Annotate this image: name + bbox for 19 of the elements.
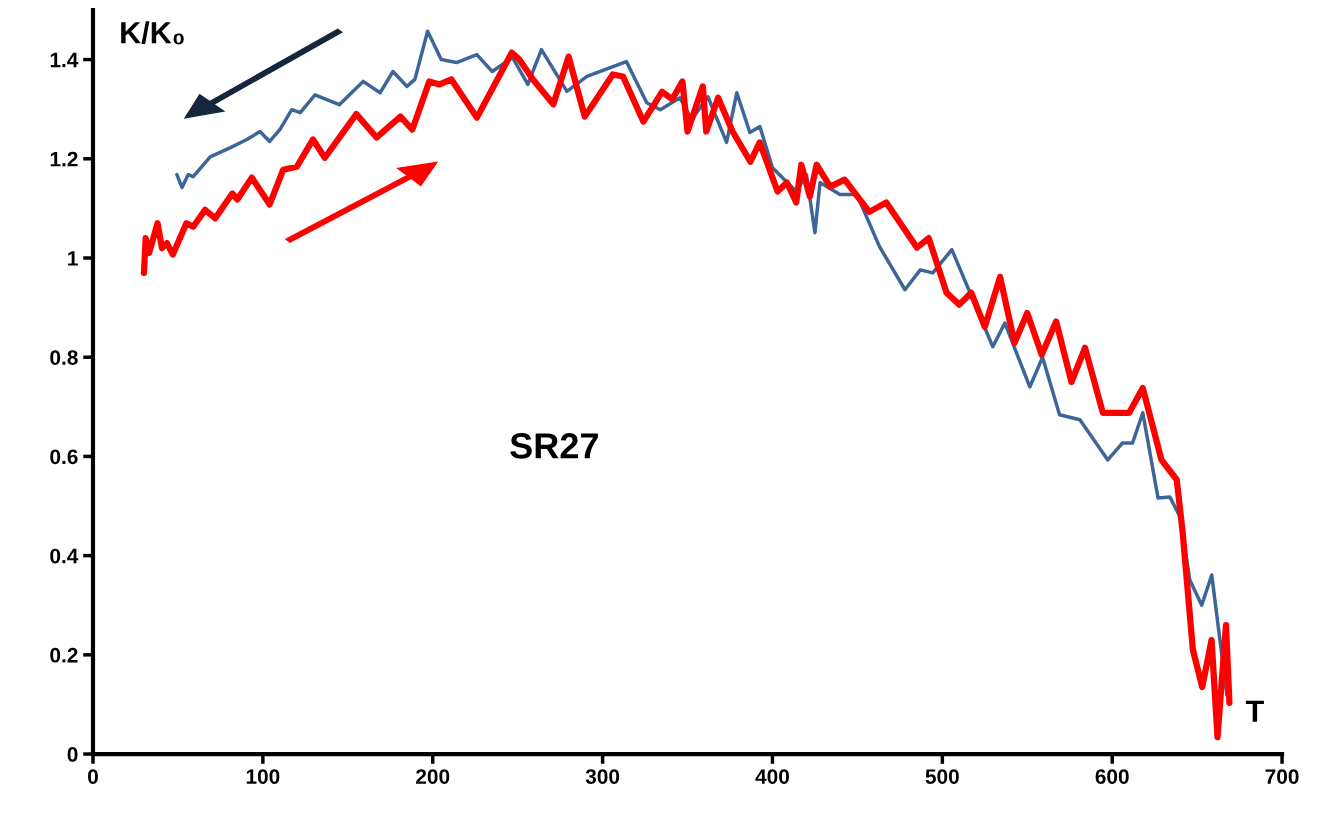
y-tick-label: 0.4 — [50, 548, 79, 564]
y-tick-label: 1 — [68, 251, 78, 266]
x-tick-label: 200 — [416, 769, 450, 784]
y-tick-label: 0.8 — [50, 350, 78, 365]
x-tick-label: 600 — [1095, 769, 1129, 784]
y-tick-label: 1.2 — [50, 151, 78, 167]
x-tick-label: 300 — [585, 769, 620, 784]
y-tick-label: 0 — [67, 747, 78, 762]
y-axis-title: K/K₀ — [121, 21, 184, 45]
y-tick-label: 1.4 — [50, 52, 79, 68]
x-tick-label: 0 — [88, 769, 98, 784]
x-tick-label: 500 — [925, 769, 959, 784]
x-tick-label: 100 — [246, 769, 280, 784]
x-axis-title: T — [1245, 700, 1264, 722]
y-tick-label: 0.2 — [50, 647, 78, 663]
x-tick-label: 400 — [755, 769, 789, 784]
annotation: SR27 — [510, 433, 598, 459]
y-tick-label: 0.6 — [50, 449, 78, 465]
x-tick-label: 700 — [1265, 769, 1299, 784]
